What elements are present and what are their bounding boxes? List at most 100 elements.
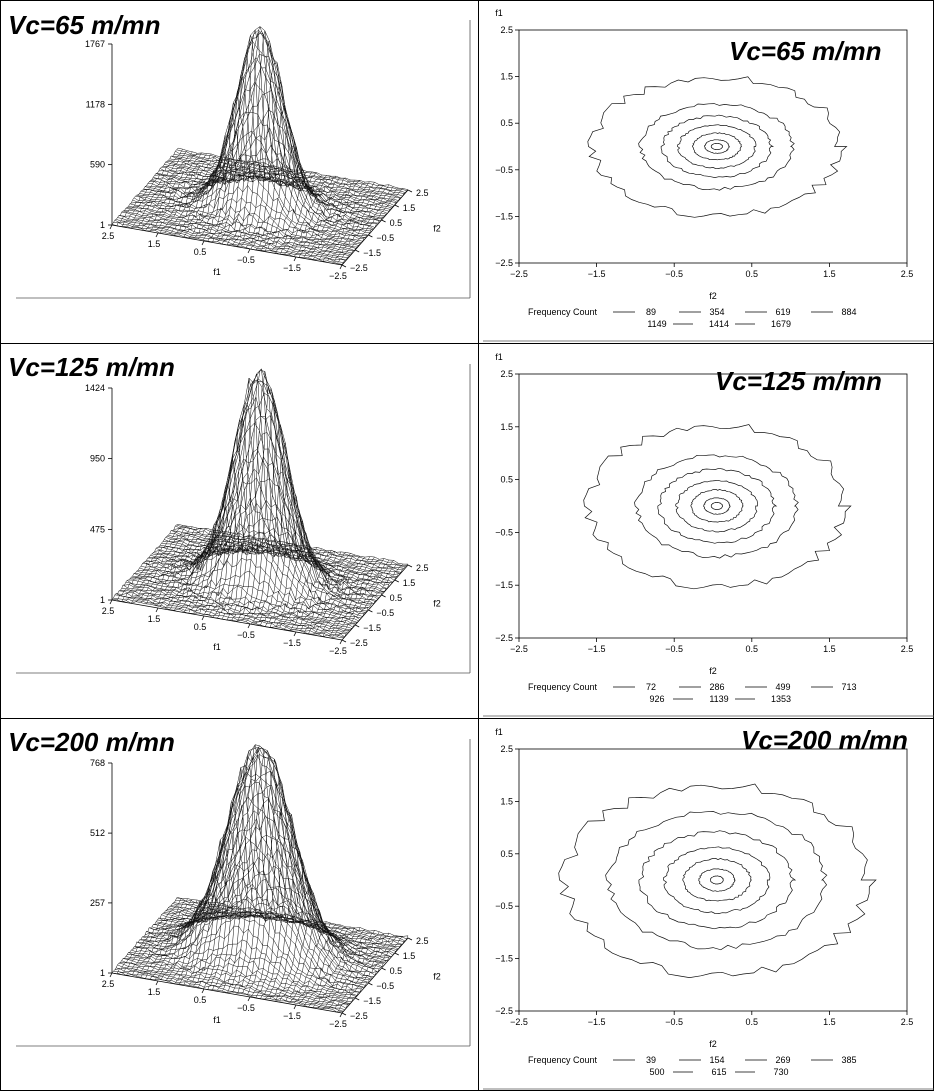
x-tick-label: −2.5: [510, 269, 528, 279]
f2-tick-label: 2.5: [416, 188, 429, 198]
f2-tick-label: 2.5: [416, 563, 429, 573]
contour-level-499: [657, 467, 778, 544]
x-tick-label: −1.5: [588, 1017, 606, 1027]
z-tick-label: 257: [90, 898, 105, 908]
z-tick-label: 768: [90, 758, 105, 768]
surface-cell-vc65: Vc=65 m/mn 1 590 1178 1767 2.5 1.5 0.5 −0.5 −1.5…: [0, 0, 478, 343]
f2-tick-label: 0.5: [390, 593, 403, 603]
plot-frame: [518, 373, 908, 639]
contour-level-39: [558, 783, 877, 978]
contour-condition-label: Vc=200 m/mn: [741, 725, 908, 755]
y-tick-label: −0.5: [495, 901, 513, 911]
y-axis-label: f1: [495, 8, 503, 18]
y-tick-label: 0.5: [500, 118, 513, 128]
surface-axes: 1590117817672.51.50.5−0.5−1.5−2.5−2.5−1.…: [85, 39, 441, 281]
f2-tick-label: 0.5: [390, 218, 403, 228]
f2-tick-label: −1.5: [363, 248, 381, 258]
surface-cell-vc200: Vc=200 m/mn 1 257 512 768 2.5 1.5 0.5 −0.5 −1.5−…: [0, 719, 478, 1091]
y-axis-label: f1: [495, 352, 503, 362]
legend-level-label: 286: [709, 682, 724, 692]
surface-plot: 147595014242.51.50.5−0.5−1.5−2.5−2.5−1.5…: [16, 364, 471, 674]
contour-plot: −2.5 −1.5 −0.5 0.5 1.5 2.5 2.5 1.5 0.5 −0.5 −1.5 −2…: [483, 727, 934, 1090]
x-axis-label: f2: [709, 1039, 717, 1049]
contour-level-385: [663, 846, 771, 914]
y-tick-label: 0.5: [500, 849, 513, 859]
z-tick-label: 1: [100, 595, 105, 605]
y-axis-label: f1: [495, 727, 503, 737]
contour-cell-vc125: Vc=125 m/mn −2.5 −1.5 −0.5 0.5 1.5 2.5 2.5 1.5 0…: [479, 344, 934, 718]
legend-level-label: 500: [649, 1067, 664, 1077]
contour-legend: Frequency Count 72 286 499 713 926 1139 1353: [528, 682, 857, 704]
surface-axes: 147595014242.51.50.5−0.5−1.5−2.5−2.5−1.5…: [85, 383, 441, 656]
y-tick-label: −2.5: [495, 1006, 513, 1016]
f1-tick-label: −2.5: [329, 271, 347, 281]
z-tick-label: 1178: [86, 99, 105, 109]
contour-level-154: [605, 811, 828, 951]
surface-mesh: [111, 744, 409, 1013]
f2-axis-label: f2: [433, 599, 441, 609]
f1-axis-label: f1: [213, 267, 221, 277]
legend-level-label: 499: [775, 682, 790, 692]
legend-level-label: 72: [646, 682, 656, 692]
contour-level-354: [638, 103, 795, 191]
legend-level-label: 713: [841, 682, 856, 692]
surface-plot: 1590117817672.51.50.5−0.5−1.5−2.5−2.5−1.…: [16, 20, 471, 299]
f2-tick-label: −2.5: [350, 1011, 368, 1021]
surface-mesh: [111, 368, 409, 639]
x-tick-label: −1.5: [588, 269, 606, 279]
y-tick-label: −0.5: [495, 165, 513, 175]
f2-tick-label: −2.5: [350, 263, 368, 273]
x-tick-label: −0.5: [665, 1017, 683, 1027]
x-tick-label: 0.5: [746, 1017, 759, 1027]
legend-level-label: 354: [709, 307, 724, 317]
f1-tick-label: −0.5: [237, 255, 255, 265]
contour-lines: [583, 424, 852, 590]
legend-title: Frequency Count: [528, 682, 598, 692]
f1-axis-label: f1: [213, 1015, 221, 1025]
z-tick-label: 950: [90, 454, 105, 464]
legend-level-label: 39: [646, 1055, 656, 1065]
x-tick-label: 2.5: [901, 1017, 914, 1027]
contour-plot: −2.5 −1.5 −0.5 0.5 1.5 2.5 2.5 1.5 0.5 −0.5 −1.5 −2…: [483, 352, 934, 717]
legend-level-label: 615: [711, 1067, 726, 1077]
legend-level-label: 1353: [771, 694, 791, 704]
x-tick-label: 1.5: [823, 269, 836, 279]
f1-tick-label: −0.5: [237, 630, 255, 640]
f1-tick-label: 0.5: [194, 622, 207, 632]
legend-level-label: 1149: [647, 319, 666, 329]
x-tick-label: 2.5: [901, 644, 914, 654]
plot-frame: [518, 748, 908, 1012]
legend-level-label: 385: [841, 1055, 856, 1065]
x-tick-label: 2.5: [901, 269, 914, 279]
z-tick-label: 1767: [85, 39, 105, 49]
contour-level-286: [634, 454, 799, 559]
x-axis-label: f2: [709, 666, 717, 676]
y-tick-label: 2.5: [500, 25, 513, 35]
contour-axes: −2.5 −1.5 −0.5 0.5 1.5 2.5 2.5 1.5 0.5 −0.5 −1.5 −2…: [495, 727, 913, 1049]
f2-tick-label: 1.5: [403, 951, 416, 961]
contour-level-730: [710, 875, 724, 885]
f1-tick-label: 2.5: [102, 979, 115, 989]
z-tick-label: 1: [100, 220, 105, 230]
y-tick-label: −1.5: [495, 954, 513, 964]
contour-cell-vc65: Vc=65 m/mn −2.5 −1.5 −0.5 0.5 1.5 2.5 2.5 1.5 0.…: [479, 0, 934, 343]
legend-title: Frequency Count: [528, 307, 598, 317]
contour-level-1414: [704, 139, 731, 154]
contour-level-619: [660, 114, 775, 178]
contour-condition-label: Vc=125 m/mn: [715, 366, 882, 396]
f2-tick-label: −2.5: [350, 638, 368, 648]
f1-tick-label: −1.5: [283, 1011, 301, 1021]
f1-tick-label: 0.5: [194, 247, 207, 257]
f2-tick-label: 0.5: [390, 966, 403, 976]
contour-level-615: [698, 868, 736, 892]
x-axis-label: f2: [709, 291, 717, 301]
f2-tick-label: −0.5: [376, 981, 394, 991]
f2-tick-label: −1.5: [363, 623, 381, 633]
plot-frame: [518, 29, 908, 264]
surface-condition-label: Vc=125 m/mn: [8, 352, 175, 382]
f2-tick-label: −1.5: [363, 996, 381, 1006]
y-tick-label: −2.5: [495, 633, 513, 643]
f2-tick-label: 2.5: [416, 936, 429, 946]
y-tick-label: 2.5: [500, 369, 513, 379]
